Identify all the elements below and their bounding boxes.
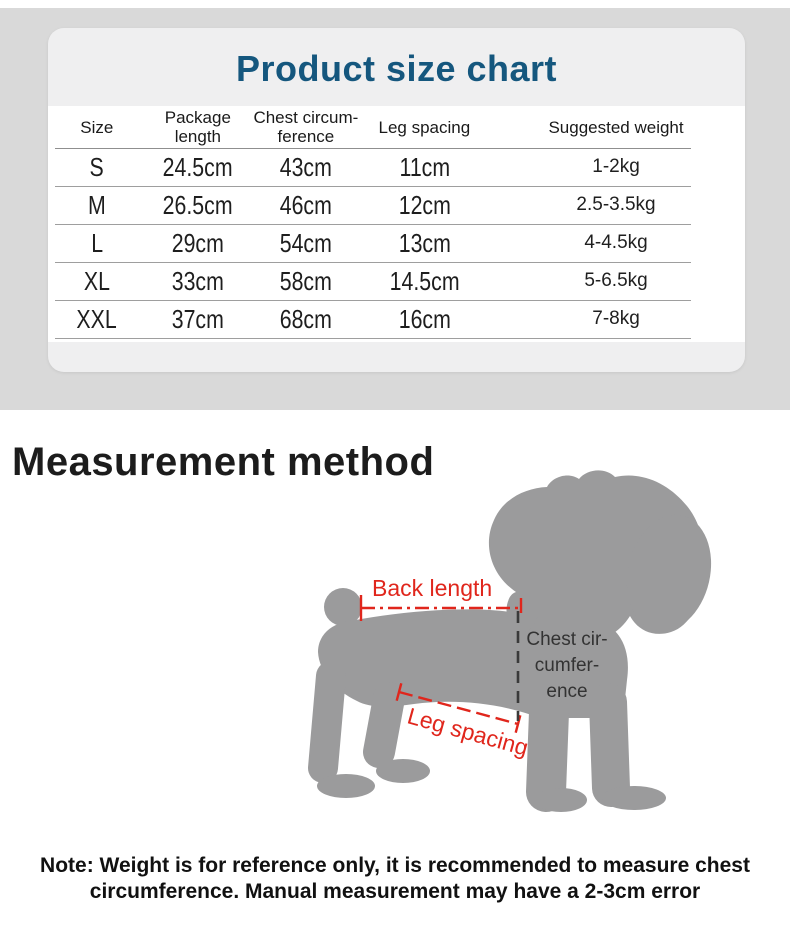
table-row: XL 33cm 58cm 14.5cm 5-6.5kg — [48, 262, 745, 300]
chest-circumference-value: 46cm — [279, 189, 332, 220]
chest-circumference-label: Chest cir- cumfer- ence — [526, 629, 608, 702]
package-length-value: 33cm — [171, 265, 224, 296]
chest-circumference-value: 43cm — [279, 151, 332, 182]
size-value: S — [89, 151, 104, 182]
dog-front-paw-near — [535, 788, 587, 812]
package-length-value: 29cm — [171, 227, 224, 258]
package-length-value: 24.5cm — [162, 151, 233, 182]
reference-note: Note: Weight is for reference only, it i… — [0, 853, 790, 905]
size-value: M — [87, 189, 106, 220]
leg-spacing-tick-right — [514, 714, 522, 734]
dog-hind-paw-far — [317, 774, 375, 798]
table-divider — [55, 186, 691, 187]
dog-front-leg-far — [589, 683, 630, 807]
reference-note-line2: circumference. Manual measurement may ha… — [89, 880, 701, 903]
dog-ear — [626, 514, 712, 632]
leg-spacing-tick-left — [395, 682, 403, 702]
suggested-weight-value: 7-8kg — [592, 308, 640, 329]
size-value: L — [90, 227, 103, 258]
table-divider — [55, 224, 691, 225]
size-chart-card: Product size chart Size Package length Ch… — [48, 28, 745, 372]
leg-spacing-value: 11cm — [399, 151, 450, 182]
chest-circumference-value: 54cm — [279, 227, 332, 258]
leg-spacing-value: 14.5cm — [389, 265, 460, 296]
dog-tail — [324, 588, 362, 626]
column-header-leg-spacing: Leg spacing — [378, 117, 471, 137]
reference-note-line1: Note: Weight is for reference only, it i… — [40, 854, 750, 877]
suggested-weight-value: 1-2kg — [592, 156, 640, 177]
back-length-label: Back length — [372, 575, 493, 601]
leg-spacing-value: 12cm — [398, 189, 451, 220]
dog-silhouette — [308, 470, 712, 812]
table-row: M 26.5cm 46cm 12cm 2.5-3.5kg — [48, 186, 745, 224]
dog-hind-leg-near — [363, 682, 405, 768]
dog-hind-paw-near — [376, 759, 430, 783]
leg-spacing-value: 16cm — [398, 303, 451, 334]
leg-spacing-value: 13cm — [398, 227, 451, 258]
column-header-suggested-weight: Suggested weight — [548, 117, 684, 137]
dog-front-leg-near — [526, 692, 569, 812]
column-header-chest-circumference: Chest circum-ference — [253, 108, 359, 146]
package-length-value: 26.5cm — [162, 189, 233, 220]
table-divider — [55, 148, 691, 149]
chest-circumference-value: 58cm — [279, 265, 332, 296]
column-header-package-length: Package length — [164, 108, 231, 146]
table-divider — [55, 262, 691, 263]
size-table-header-row: Size Package length Chest circum-ference … — [48, 106, 745, 148]
table-row: S 24.5cm 43cm 11cm 1-2kg — [48, 148, 745, 186]
size-value: XL — [83, 265, 110, 296]
suggested-weight-value: 2.5-3.5kg — [576, 194, 656, 215]
column-header-size: Size — [80, 117, 114, 137]
dog-hind-leg-far — [308, 661, 346, 783]
suggested-weight-value: 4-4.5kg — [584, 232, 648, 253]
measurement-method-heading: Measurement method — [12, 440, 435, 484]
leg-spacing-line — [398, 690, 519, 726]
table-divider — [55, 300, 691, 301]
dog-front-paw-far — [602, 786, 666, 810]
size-chart-title: Product size chart — [235, 48, 558, 89]
chest-circumference-value: 68cm — [279, 303, 332, 334]
table-row: L 29cm 54cm 13cm 4-4.5kg — [48, 224, 745, 262]
package-length-value: 37cm — [171, 303, 224, 334]
size-value: XXL — [76, 303, 117, 334]
table-divider — [55, 338, 691, 339]
suggested-weight-value: 5-6.5kg — [584, 270, 648, 291]
table-row: XXL 37cm 68cm 16cm 7-8kg — [48, 300, 745, 338]
